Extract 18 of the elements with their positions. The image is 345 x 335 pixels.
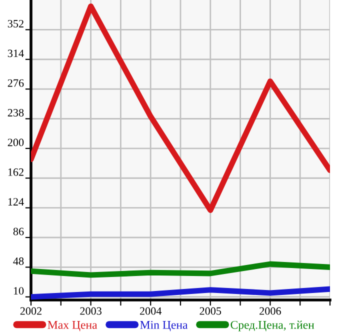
- x-tick-label: 2006: [260, 307, 281, 315]
- x-tick-label: 2003: [80, 307, 102, 315]
- legend-label: Min Цена: [140, 320, 188, 332]
- y-tick-label: 86: [13, 228, 24, 236]
- legend-label: Сред.Цена, т.йен: [230, 320, 314, 332]
- y-tick-label: 200: [8, 138, 24, 146]
- y-tick-label: 314: [8, 50, 24, 58]
- y-tick-label: 10: [14, 287, 24, 295]
- y-tick-label: 238: [8, 108, 24, 116]
- y-tick-label: 48: [13, 257, 24, 265]
- x-tick-label: 2004: [140, 307, 162, 315]
- y-tick-label: 162: [8, 168, 24, 176]
- y-tick-label: 124: [8, 198, 24, 206]
- legend-label: Max Цена: [48, 321, 98, 332]
- x-tick-label: 2005: [200, 307, 222, 315]
- y-tick-label: 352: [8, 20, 24, 28]
- y-tick-label: 276: [8, 79, 24, 87]
- x-tick-label: 2002: [20, 307, 42, 315]
